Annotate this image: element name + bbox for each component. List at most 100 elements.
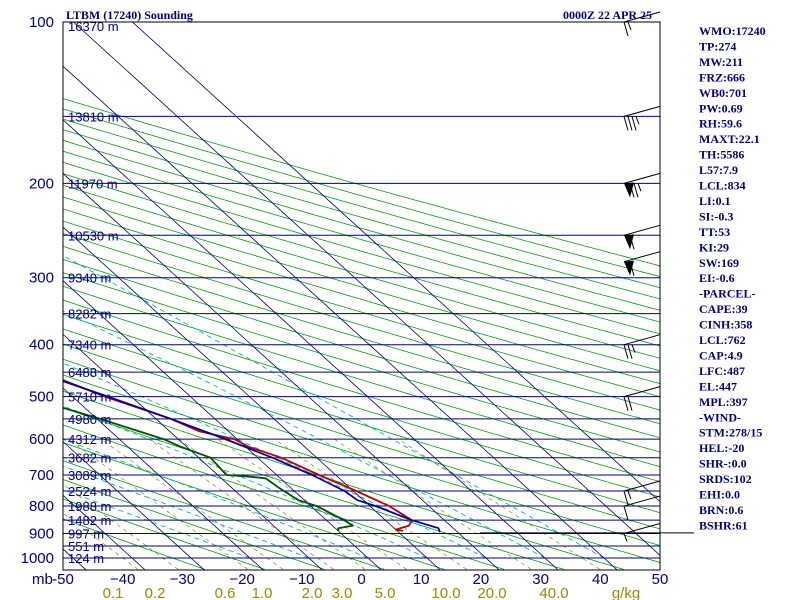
wind-barb (623, 251, 661, 276)
pressure-tick-label: 100 (29, 14, 54, 31)
mixing-ratio-line (100, 438, 284, 570)
pressure-tick-label: 800 (29, 498, 54, 515)
wind-barb (623, 480, 661, 506)
wind-barb-flag (629, 235, 635, 250)
index-value: SI:-0.3 (699, 209, 733, 223)
wind-barb-flag (623, 344, 629, 359)
dry-adiabat-line (63, 196, 660, 372)
height-label: 997 m (68, 526, 104, 541)
pressure-tick-label: 600 (29, 431, 54, 448)
profile-series-1 (63, 379, 413, 532)
height-label: 10530 m (68, 228, 119, 243)
temperature-tick-label: 0 (357, 571, 365, 588)
dry-adiabat-line (63, 118, 660, 289)
index-value: TP:274 (699, 39, 736, 53)
wind-barb-flag (627, 344, 633, 359)
dry-adiabat-line (63, 173, 660, 347)
pressure-tick-label: 1000 (21, 550, 54, 567)
dry-adiabat-line (63, 498, 265, 570)
index-value: LFC:487 (699, 364, 745, 378)
wind-barb-flag (633, 183, 639, 198)
mixing-ratio-label: 2.0 (302, 585, 323, 600)
dry-adiabat-line (63, 98, 660, 267)
temperature-tick-label: 40 (592, 571, 609, 588)
dry-adiabat-line (63, 358, 660, 546)
index-value: LCL:762 (699, 333, 746, 347)
dry-adiabat-line (63, 150, 660, 323)
wind-barb-shaft (623, 495, 661, 507)
isotherm-line (63, 172, 500, 570)
index-value: PW:0.69 (699, 101, 743, 115)
wind-barb (623, 495, 661, 521)
pressure-tick-label: 200 (29, 175, 54, 192)
wind-barb-pennant (624, 182, 634, 198)
index-value: TT:53 (699, 225, 730, 239)
temperature-tick-label: −10 (289, 571, 314, 588)
profile-series-2 (63, 406, 354, 531)
index-value: MAXT:22.1 (699, 132, 760, 146)
temperature-tick-label: -50 (52, 571, 74, 588)
wind-barb-half-flag (627, 21, 632, 31)
pressure-tick-label: 500 (29, 389, 54, 406)
wind-barb-half-flag (637, 183, 642, 192)
moist-adiabat-line (63, 438, 369, 559)
isotherm-line (63, 333, 323, 570)
isotherm-line (131, 22, 660, 503)
dry-adiabat-line (63, 108, 660, 278)
wind-barb (623, 11, 661, 37)
mixing-ratio-label: 0.2 (145, 585, 166, 600)
index-value: STM:278/15 (699, 426, 762, 440)
mixing-ratio-label: 40.0 (539, 585, 568, 600)
plot-frame (62, 21, 661, 571)
wind-barb-shaft (623, 386, 661, 398)
index-value: BSHR:61 (699, 518, 748, 532)
mixing-ratio-line (148, 438, 334, 570)
index-value: LI:0.1 (699, 194, 731, 208)
dry-adiabat-line (63, 139, 660, 311)
dry-adiabat-line (63, 424, 505, 570)
isotherm-line (63, 119, 559, 570)
wind-barb (623, 386, 661, 411)
wind-barb (623, 334, 661, 359)
dry-adiabat-line (63, 299, 660, 483)
index-value: -PARCEL- (699, 287, 755, 301)
temperature-tick-label: 20 (473, 571, 490, 588)
profile-series-3 (63, 380, 441, 533)
wind-barb-pennant (624, 260, 634, 276)
wind-barb-flag (627, 116, 633, 131)
wind-barb-shaft (623, 11, 661, 23)
wind-barb-flag (623, 396, 629, 411)
height-label: 1988 m (68, 499, 111, 514)
index-value: EHI:0.0 (699, 488, 740, 502)
index-value: WMO:17240 (699, 24, 766, 38)
temperature-tick-label: 50 (652, 571, 669, 588)
wind-barb-flag (623, 116, 629, 131)
index-value: CAPE:39 (699, 302, 748, 316)
pressure-tick-label: 400 (29, 337, 54, 354)
index-value: TH:5586 (699, 148, 744, 162)
isotherm-line (72, 22, 660, 556)
height-label: 124 m (68, 551, 104, 566)
y-axis-unit: mb (32, 571, 53, 588)
height-label: 8282 m (68, 307, 111, 322)
isotherm-line (63, 441, 205, 570)
height-label-top: 16370 m (68, 19, 119, 34)
isotherm-line (63, 387, 264, 570)
temperature-tick-label: −30 (170, 571, 195, 588)
index-value: L57:7.9 (699, 163, 738, 177)
dry-adiabat-line (63, 272, 660, 453)
index-value: BRN:0.6 (699, 503, 743, 517)
wind-barb (623, 522, 661, 542)
height-label: 4980 m (68, 412, 111, 427)
wind-barb-half-flag (635, 116, 640, 125)
wind-barb-half-flag (631, 344, 636, 353)
wind-barb-pennant (624, 234, 634, 250)
mixing-ratio-label: 0.1 (103, 585, 124, 600)
wind-barb-shaft (623, 251, 661, 263)
wind-barb-shaft (623, 172, 661, 184)
dry-adiabat-line (63, 258, 660, 439)
profile-traces (63, 379, 441, 533)
mixing-ratio-label: 1.0 (252, 585, 273, 600)
